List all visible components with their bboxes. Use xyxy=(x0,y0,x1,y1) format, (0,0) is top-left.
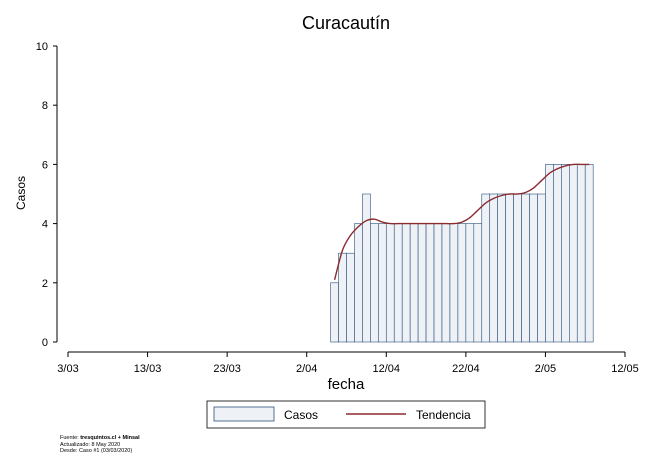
bar xyxy=(354,223,363,343)
bar xyxy=(529,193,538,343)
bar xyxy=(576,164,586,343)
legend-swatch-casos xyxy=(213,406,275,422)
source-line-2: Actualizado: 8 May 2020 xyxy=(60,441,121,448)
bar xyxy=(401,223,411,343)
x-axis-label: fecha xyxy=(328,376,365,393)
bar xyxy=(473,223,483,343)
bar xyxy=(417,223,427,343)
x-tick-label: 23/03 xyxy=(213,363,241,375)
bar xyxy=(346,252,355,343)
source-line-3: Desde: Caso #1 (03/03/2020) xyxy=(60,448,133,454)
bar xyxy=(584,164,594,343)
y-tick-label: 4 xyxy=(42,219,48,231)
bar xyxy=(553,164,562,343)
bar xyxy=(330,282,339,343)
bar xyxy=(441,223,451,343)
chart-title: Curacautín xyxy=(302,13,390,33)
x-tick-label: 3/03 xyxy=(57,363,78,375)
x-tick-label: 2/05 xyxy=(535,363,556,375)
x-tick-label: 12/04 xyxy=(373,363,401,375)
x-tick-label: 2/04 xyxy=(296,363,317,375)
bar xyxy=(449,223,459,343)
bar xyxy=(489,193,498,343)
bar xyxy=(370,223,379,343)
bar xyxy=(385,223,395,343)
y-tick-label: 2 xyxy=(42,278,48,290)
bar xyxy=(425,223,435,343)
y-tick-label: 0 xyxy=(42,337,48,349)
bar xyxy=(481,193,491,343)
bar xyxy=(338,252,347,343)
y-axis: 0 2 4 6 8 10 xyxy=(36,41,57,349)
bar xyxy=(561,164,570,343)
x-tick-label: 12/05 xyxy=(611,363,639,375)
source-prefix: Fuente: xyxy=(60,435,81,441)
legend-label-casos: Casos xyxy=(284,408,318,422)
bar xyxy=(521,193,530,343)
bar xyxy=(568,164,578,343)
legend-label-tendencia: Tendencia xyxy=(416,408,471,422)
x-tick-label: 13/03 xyxy=(134,363,162,375)
bar-series xyxy=(330,164,594,343)
bar xyxy=(362,193,371,343)
source-note: Fuente: tresquintos.cl + Minsal Actualiz… xyxy=(60,435,140,455)
bar xyxy=(465,223,475,343)
bar xyxy=(545,164,554,343)
trend-line xyxy=(333,163,590,280)
bar xyxy=(457,223,467,343)
bar xyxy=(393,223,403,343)
y-axis-label: Casos xyxy=(14,176,28,210)
y-tick-label: 8 xyxy=(42,100,48,112)
x-axis: 3/03 13/03 23/03 2/04 12/04 22/04 2/05 12/05 xyxy=(57,352,639,375)
y-tick-label: 10 xyxy=(36,41,48,53)
source-line-1: Fuente: tresquintos.cl + Minsal xyxy=(60,435,140,442)
y-tick-label: 6 xyxy=(42,159,48,171)
source-name: tresquintos.cl + Minsal xyxy=(80,435,140,441)
bar xyxy=(378,223,387,343)
bar xyxy=(505,193,514,343)
legend: Casos Tendencia xyxy=(206,400,486,429)
x-tick-label: 22/04 xyxy=(452,363,480,375)
bar xyxy=(513,193,522,343)
bar xyxy=(433,223,443,343)
bar xyxy=(497,193,506,343)
bar xyxy=(409,223,419,343)
bar xyxy=(537,193,546,343)
